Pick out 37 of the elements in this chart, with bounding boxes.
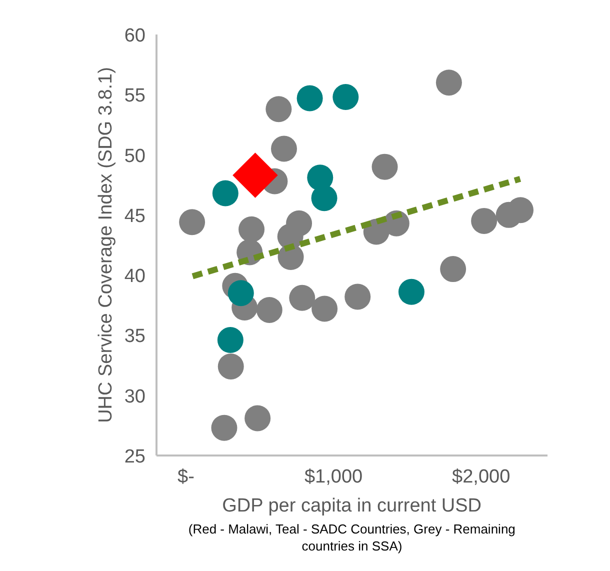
text: (Red - Malawi, Teal - SADC Countries, Grey - Remaining countries in SSA) bbox=[188, 522, 516, 554]
point bbox=[217, 327, 244, 353]
y-tick-label: 25 bbox=[124, 446, 146, 468]
x-tick-label: $2,000 bbox=[452, 466, 510, 488]
point bbox=[212, 180, 238, 206]
point bbox=[398, 278, 424, 305]
y-tick-label: 60 bbox=[124, 26, 146, 46]
point bbox=[471, 208, 498, 234]
point bbox=[440, 256, 466, 282]
point bbox=[218, 354, 244, 380]
point bbox=[312, 296, 338, 322]
y-axis-title: UHC Service Coverage Index (SDG 3.8.1) bbox=[95, 67, 116, 423]
point bbox=[179, 209, 206, 236]
point bbox=[238, 216, 265, 242]
point bbox=[244, 405, 271, 432]
y-tick-label: 55 bbox=[124, 86, 146, 107]
y-tick-label: 45 bbox=[124, 206, 146, 227]
point bbox=[211, 414, 238, 441]
point bbox=[296, 85, 323, 112]
point bbox=[232, 152, 278, 198]
point bbox=[270, 136, 297, 162]
y-tick-label: 35 bbox=[124, 326, 146, 348]
point bbox=[372, 154, 398, 180]
point bbox=[256, 296, 282, 323]
y-tick-label: 50 bbox=[124, 146, 146, 167]
point bbox=[228, 280, 254, 306]
point bbox=[266, 96, 292, 122]
x-axis-title: GDP per capita in current USD bbox=[222, 496, 482, 516]
x-tick-label: $- bbox=[178, 466, 194, 488]
x-tick-label: $1,000 bbox=[304, 466, 363, 488]
y-tick-label: 40 bbox=[124, 266, 146, 288]
point bbox=[436, 70, 462, 96]
point bbox=[344, 284, 371, 310]
y-tick-label: 30 bbox=[124, 386, 146, 408]
point bbox=[332, 84, 359, 110]
point bbox=[289, 284, 316, 311]
point bbox=[311, 185, 338, 212]
